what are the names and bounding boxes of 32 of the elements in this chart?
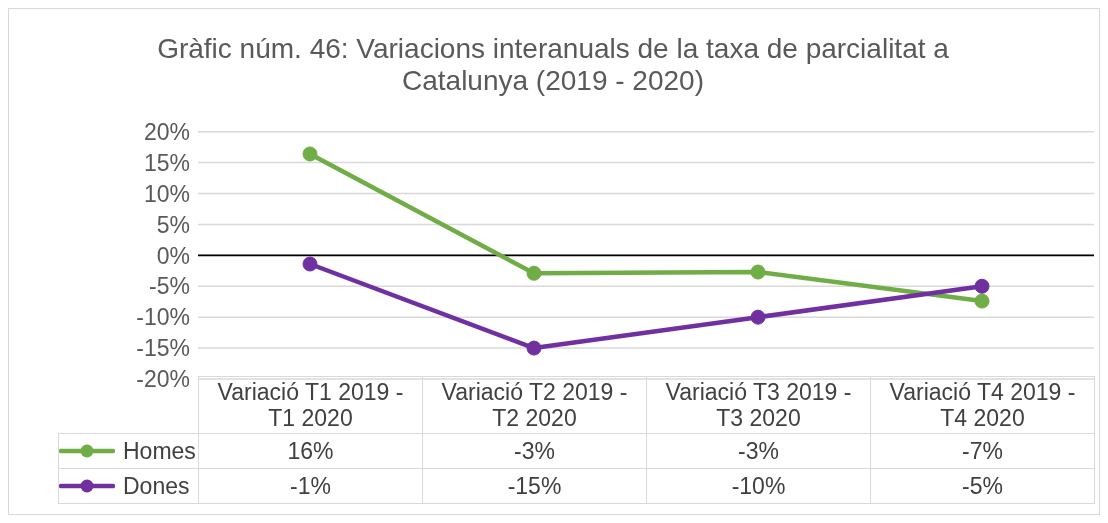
y-tick-label: 0% [156,242,190,269]
point [750,309,766,325]
point [974,278,990,294]
point [302,256,318,272]
legend-label: Dones [123,472,190,500]
y-tick-label: 5% [156,211,190,238]
y-tick-label: -5% [149,273,190,300]
data-label: -10% [646,468,871,504]
y-tick-label: 10% [143,180,190,207]
x-tick-label: Variació T1 2019 - T1 2020 [217,379,404,431]
data-label: -15% [422,468,647,504]
point [302,146,318,162]
data-label: 16% [198,433,423,469]
point [974,293,990,309]
y-tick-label: -10% [136,304,190,331]
data-label: -7% [870,433,1095,469]
data-label: -3% [646,433,871,469]
point [750,264,766,280]
data-label: -5% [870,468,1095,504]
legend-label: Homes [123,437,196,465]
chart-title: Gràfic núm. 46: Variacions interanuals de la taxa de parcialitat a Catalunya (2019 - 2020) [156,33,950,97]
x-tick-label: Variació T3 2019 - T3 2020 [665,379,852,431]
y-tick-label: -15% [136,335,190,362]
y-tick-label: -20% [136,366,190,393]
x-tick-label: Variació T2 2019 - T2 2020 [441,379,628,431]
data-label: -1% [198,468,423,504]
point [526,340,542,356]
y-tick-label: 20% [143,118,190,145]
y-tick-label: 15% [143,149,190,176]
point [526,265,542,281]
data-label: -3% [422,433,647,469]
x-tick-label: Variació T4 2019 - T4 2020 [889,379,1076,431]
